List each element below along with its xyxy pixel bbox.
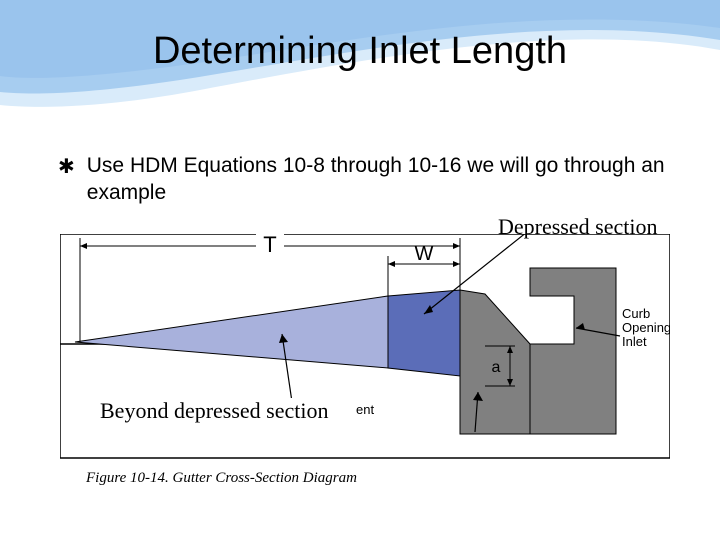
page-title: Determining Inlet Length xyxy=(0,30,720,73)
bullet-row: ✱ Use HDM Equations 10-8 through 10-16 w… xyxy=(58,152,678,207)
slide: Determining Inlet Length ✱ Use HDM Equat… xyxy=(0,0,720,540)
label-ent: ent xyxy=(356,402,374,417)
dim-W: W xyxy=(415,243,434,265)
wave-decoration xyxy=(0,0,720,160)
label-curb-line3: Inlet xyxy=(622,334,647,349)
label-depressed-section: Depressed section xyxy=(498,214,657,240)
dim-a: a xyxy=(492,359,501,376)
label-beyond-depressed: Beyond depressed section xyxy=(98,398,331,424)
dim-T: T xyxy=(263,234,276,257)
bullet-star-icon: ✱ xyxy=(58,154,75,180)
gutter-diagram: T W a Curb Opening Inlet ent xyxy=(60,234,670,504)
bullet-text: Use HDM Equations 10-8 through 10-16 we … xyxy=(87,152,678,207)
label-curb-line1: Curb xyxy=(622,306,650,321)
label-curb-line2: Opening xyxy=(622,320,670,335)
figure-caption: Figure 10-14. Gutter Cross-Section Diagr… xyxy=(86,470,357,487)
